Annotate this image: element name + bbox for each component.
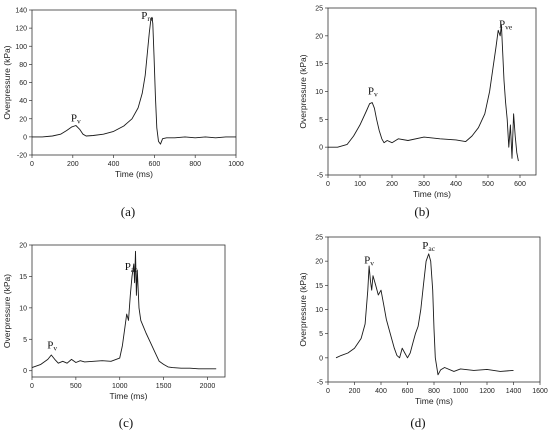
series-line-b-0 [328, 24, 519, 162]
y-tick-label-a-8: 140 [15, 8, 27, 15]
plot-frame-d [327, 236, 541, 383]
caption-c: (c) [118, 415, 134, 430]
y-tick-label-a-2: 20 [19, 116, 27, 123]
x-tick-label-d-3: 600 [402, 388, 414, 395]
x-tick-label-d-4: 800 [428, 388, 440, 395]
peak-label-d-1: Pac [422, 240, 435, 253]
y-tick-label-c-4: 20 [19, 243, 27, 250]
x-tick-label-b-0: 0 [326, 181, 330, 188]
y-tick-label-a-0: -20 [17, 153, 27, 160]
x-axis-label-c: Time (ms) [110, 391, 148, 401]
x-tick-label-c-1: 500 [70, 383, 82, 390]
x-tick-label-a-2: 400 [108, 161, 120, 168]
x-tick-label-d-0: 0 [326, 388, 330, 395]
x-tick-label-b-6: 600 [514, 181, 526, 188]
peak-label-d-0: Pv [364, 255, 374, 268]
x-tick-label-d-8: 1600 [532, 388, 548, 395]
y-tick-label-d-3: 10 [315, 307, 323, 314]
y-tick-label-d-6: 25 [315, 235, 323, 242]
x-tick-label-a-3: 600 [149, 161, 161, 168]
y-tick-label-d-0: -5 [317, 380, 323, 387]
y-tick-label-b-6: 25 [315, 6, 323, 13]
x-tick-label-c-2: 1000 [112, 383, 128, 390]
y-axis-label-b: Overpressure (kPa) [298, 54, 308, 128]
y-tick-label-a-5: 80 [19, 62, 27, 69]
x-tick-label-b-5: 500 [482, 181, 494, 188]
caption-d: (d) [410, 415, 426, 430]
series-line-c-0 [31, 250, 217, 370]
x-tick-label-c-4: 2000 [200, 383, 216, 390]
x-tick-label-b-4: 400 [450, 181, 462, 188]
peak-label-b-0: Pv [368, 85, 378, 98]
y-tick-label-a-6: 100 [15, 44, 27, 51]
x-tick-label-a-0: 0 [30, 161, 34, 168]
y-tick-label-c-0: 0 [23, 368, 27, 375]
y-tick-label-c-2: 10 [19, 305, 27, 312]
y-tick-label-b-2: 5 [319, 117, 323, 124]
peak-label-a-0: Pv [71, 112, 81, 125]
x-axis-label-b: Time (ms) [413, 189, 451, 199]
y-tick-label-c-3: 15 [19, 274, 27, 281]
x-tick-label-d-5: 1000 [453, 388, 469, 395]
y-tick-label-a-3: 40 [19, 98, 27, 105]
y-tick-label-b-5: 20 [315, 33, 323, 40]
x-tick-label-d-1: 200 [349, 388, 361, 395]
x-tick-label-d-7: 1400 [506, 388, 522, 395]
x-tick-label-c-3: 1500 [156, 383, 172, 390]
y-axis-label-d: Overpressure (kPa) [298, 272, 308, 346]
x-tick-label-b-2: 200 [386, 181, 398, 188]
caption-a: (a) [120, 204, 136, 219]
chart-c: 0 500 1000 1500 2000 0 5 10 15 20 Time (ms) Overpre… [2, 243, 226, 401]
y-tick-label-a-1: 0 [23, 134, 27, 141]
y-tick-label-a-7: 120 [15, 26, 27, 33]
peak-label-b-1: Pve [499, 18, 513, 31]
y-tick-label-a-4: 60 [19, 80, 27, 87]
x-tick-label-d-6: 1200 [479, 388, 495, 395]
peak-label-a-1: Pre [141, 10, 154, 23]
peak-label-c-0: Pv [47, 340, 57, 353]
x-tick-label-b-3: 300 [418, 181, 430, 188]
x-tick-label-d-2: 400 [375, 388, 387, 395]
y-tick-label-b-3: 10 [315, 89, 323, 96]
caption-b: (b) [414, 204, 430, 219]
chart-d: 0 200 400 600 800 1000 1200 1400 1600-5051015202… [298, 235, 548, 407]
x-axis-label-d: Time (ms) [415, 396, 453, 406]
y-tick-label-d-1: 0 [319, 355, 323, 362]
plot-frame-c [31, 244, 226, 378]
x-tick-label-a-4: 800 [189, 161, 201, 168]
y-tick-label-c-1: 5 [23, 337, 27, 344]
x-tick-label-a-5: 1000 [228, 161, 244, 168]
x-tick-label-a-1: 200 [67, 161, 79, 168]
series-line-a-0 [32, 16, 236, 145]
series-line-d-0 [335, 253, 514, 376]
x-tick-label-b-1: 100 [354, 181, 366, 188]
y-axis-label-a: Overpressure (kPa) [2, 45, 12, 119]
y-tick-label-b-0: -5 [317, 173, 323, 180]
y-axis-label-c: Overpressure (kPa) [2, 274, 12, 348]
peak-label-c-1: Pac [125, 261, 138, 274]
y-tick-label-d-5: 20 [315, 259, 323, 266]
chart-a: 0 200 400 600 800 1000-20020406080100120140Ti… [2, 8, 244, 180]
y-tick-label-d-2: 5 [319, 331, 323, 338]
y-tick-label-b-4: 15 [315, 61, 323, 68]
x-axis-label-a: Time (ms) [115, 169, 153, 179]
y-tick-label-d-4: 15 [315, 283, 323, 290]
x-tick-label-c-0: 0 [30, 383, 34, 390]
y-tick-label-b-1: 0 [319, 145, 323, 152]
